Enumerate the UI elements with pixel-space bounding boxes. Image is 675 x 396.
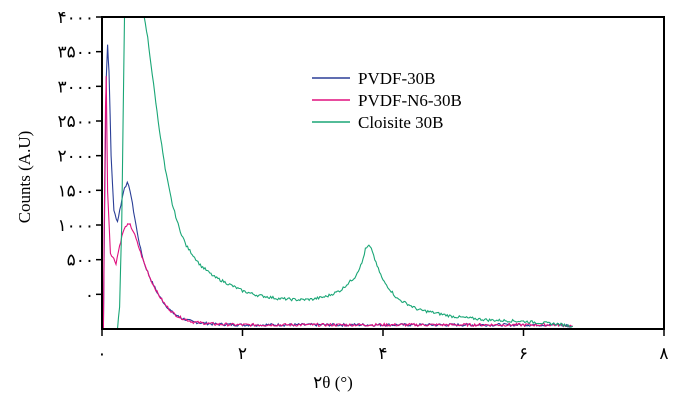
series-line-0: [102, 44, 573, 330]
series-line-1: [102, 76, 573, 330]
x-axis-title: ۲θ (°): [313, 373, 353, 392]
x-tick-label: ۴: [378, 344, 387, 364]
y-tick-label: ۳۵۰۰: [57, 43, 94, 63]
x-tick-label: ۸: [659, 344, 668, 364]
x-tick-label: ۰: [97, 344, 106, 364]
y-axis-title: Counts (A.U): [15, 131, 34, 224]
y-tick-label: ۴۰۰۰: [57, 8, 94, 28]
series-layer: [102, 16, 573, 330]
y-ticks: ۰ ۵۰۰ ۱۰۰۰ ۱۵۰۰ ۲۰۰۰ ۲۵۰۰ ۳۰۰۰ ۳۵۰۰ ۴۰۰۰: [57, 8, 102, 305]
y-tick-label: ۰: [85, 285, 94, 305]
y-tick-label: ۱۰۰۰: [57, 216, 94, 236]
legend-label: Cloisite 30B: [358, 113, 443, 132]
x-tick-label: ۶: [519, 344, 528, 364]
plot-frame: [101, 16, 665, 330]
legend-label: PVDF-30B: [358, 69, 435, 88]
x-tick-label: ۲: [238, 344, 247, 364]
y-tick-label: ۵۰۰: [67, 251, 94, 271]
y-tick-label: ۲۵۰۰: [57, 112, 94, 132]
legend: PVDF-30B PVDF-N6-30B Cloisite 30B: [312, 69, 462, 132]
legend-label: PVDF-N6-30B: [358, 91, 462, 110]
y-tick-label: ۲۰۰۰: [57, 147, 94, 167]
series-line-2: [116, 16, 573, 330]
y-tick-label: ۳۰۰۰: [57, 77, 94, 97]
x-ticks: ۰ ۲ ۴ ۶ ۸: [97, 329, 669, 364]
y-tick-label: ۱۵۰۰: [57, 181, 94, 201]
